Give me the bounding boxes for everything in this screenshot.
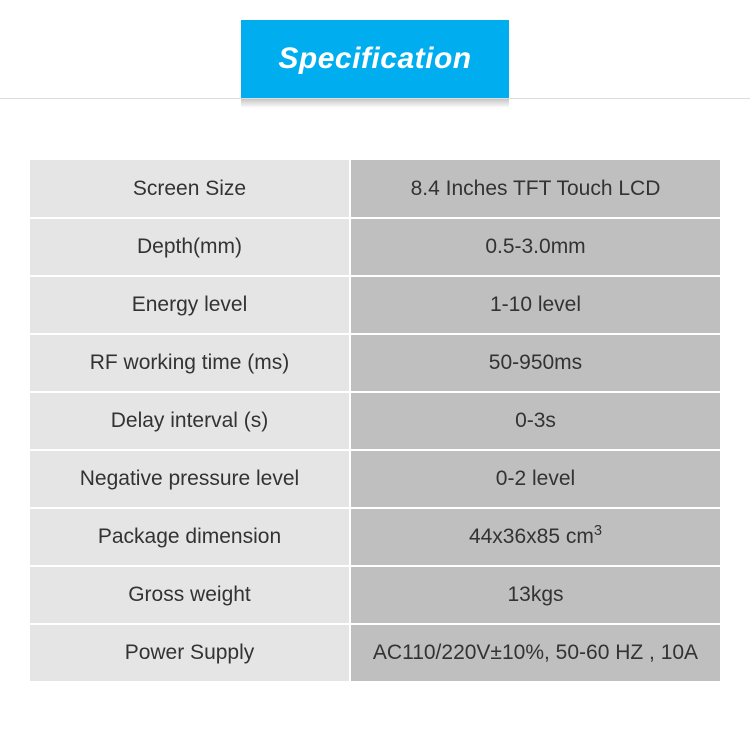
spec-value: 0.5-3.0mm bbox=[350, 218, 720, 276]
spec-value: AC110/220V±10%, 50-60 HZ , 10A bbox=[350, 624, 720, 682]
spec-value: 13kgs bbox=[350, 566, 720, 624]
spec-label: Power Supply bbox=[30, 624, 350, 682]
spec-header-banner: Specification bbox=[241, 20, 509, 98]
table-row: Delay interval (s) 0-3s bbox=[30, 392, 720, 450]
spec-label: Negative pressure level bbox=[30, 450, 350, 508]
spec-value: 1-10 level bbox=[350, 276, 720, 334]
spec-value: 0-2 level bbox=[350, 450, 720, 508]
specification-table: Screen Size 8.4 Inches TFT Touch LCD Dep… bbox=[30, 160, 720, 683]
table-row: RF working time (ms) 50-950ms bbox=[30, 334, 720, 392]
header-underline bbox=[0, 98, 750, 99]
table-row: Energy level 1-10 level bbox=[30, 276, 720, 334]
pkg-dim-text: 44x36x85 cm bbox=[469, 525, 594, 548]
spec-label: Package dimension bbox=[30, 508, 350, 566]
table-row: Screen Size 8.4 Inches TFT Touch LCD bbox=[30, 160, 720, 218]
table-row: Power Supply AC110/220V±10%, 50-60 HZ , … bbox=[30, 624, 720, 682]
table-row: Package dimension 44x36x85 cm3 bbox=[30, 508, 720, 566]
spec-value: 0-3s bbox=[350, 392, 720, 450]
table-row: Gross weight 13kgs bbox=[30, 566, 720, 624]
spec-label: Energy level bbox=[30, 276, 350, 334]
table-row: Negative pressure level 0-2 level bbox=[30, 450, 720, 508]
spec-label: Delay interval (s) bbox=[30, 392, 350, 450]
spec-header-title: Specification bbox=[278, 42, 471, 76]
spec-label: Gross weight bbox=[30, 566, 350, 624]
spec-table-body: Screen Size 8.4 Inches TFT Touch LCD Dep… bbox=[30, 160, 720, 682]
pkg-dim-sup: 3 bbox=[594, 523, 602, 539]
spec-label: Depth(mm) bbox=[30, 218, 350, 276]
spec-value: 50-950ms bbox=[350, 334, 720, 392]
spec-value: 8.4 Inches TFT Touch LCD bbox=[350, 160, 720, 218]
spec-value: 44x36x85 cm3 bbox=[350, 508, 720, 566]
spec-label: Screen Size bbox=[30, 160, 350, 218]
table-row: Depth(mm) 0.5-3.0mm bbox=[30, 218, 720, 276]
spec-label: RF working time (ms) bbox=[30, 334, 350, 392]
